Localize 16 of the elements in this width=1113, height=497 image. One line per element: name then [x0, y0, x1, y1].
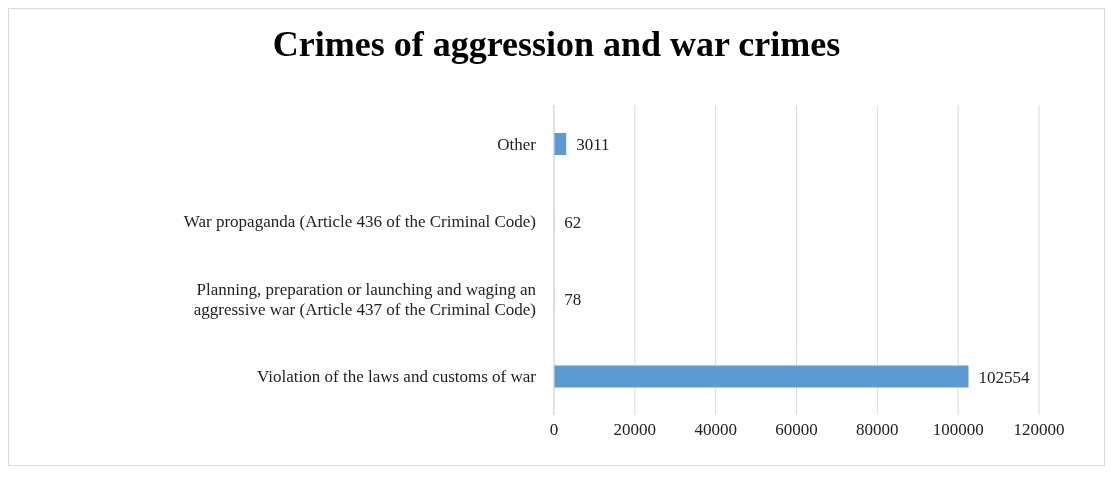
x-tick-label: 120000	[1013, 420, 1065, 440]
y-tick-label: Planning, preparation or launching and waging an aggressive war (Article 437 of the Criminal Code)	[193, 279, 537, 319]
x-tick-label: 100000	[932, 420, 984, 440]
x-tick-label: 20000	[613, 420, 657, 440]
x-tick-label: 40000	[694, 420, 737, 440]
x-tick-label: 60000	[775, 420, 818, 440]
x-tick-label: 80000	[856, 420, 899, 440]
y-tick-label: Other	[497, 134, 537, 154]
data-label: 78	[564, 290, 582, 310]
data-label: 3011	[576, 135, 610, 155]
x-tick-label: 0	[549, 420, 559, 440]
data-label: 102554	[978, 367, 1030, 387]
data-label: 62	[564, 212, 582, 232]
y-tick-label: War propaganda (Article 436 of the Criminal Code)	[183, 211, 536, 231]
y-tick-label: Violation of the laws and customs of war	[257, 366, 537, 386]
chart-title: Crimes of aggression and war crimes	[271, 23, 842, 66]
